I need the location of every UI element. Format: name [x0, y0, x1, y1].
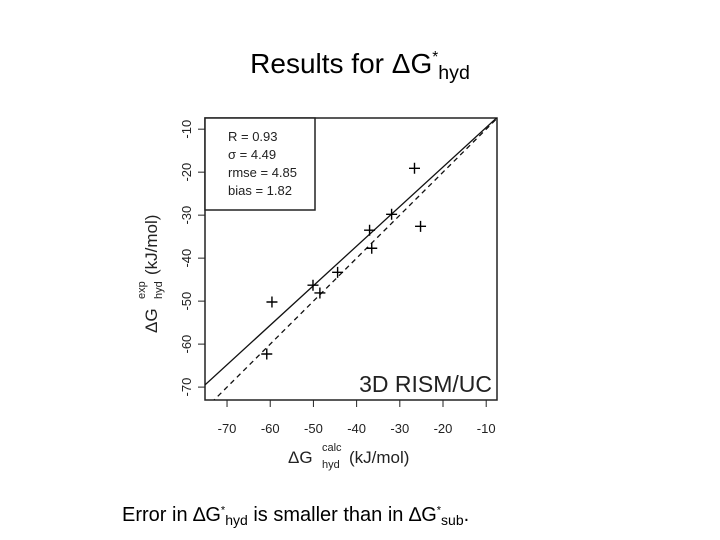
point	[261, 348, 273, 360]
x-tick-label: -10	[477, 421, 496, 436]
y-tick-label: -60	[179, 335, 194, 354]
stat: rmse = 4.85	[228, 165, 297, 180]
point	[307, 279, 319, 291]
point	[332, 266, 344, 278]
caption-text: .	[463, 504, 470, 526]
stats-box	[204, 117, 316, 211]
x-label-main: ΔG	[288, 448, 313, 467]
caption-sup: *	[220, 504, 226, 517]
y-label-sup: exp	[136, 281, 148, 299]
y-label-sub: hyd	[153, 281, 165, 299]
point	[364, 224, 376, 236]
slide-title: Results for ΔG*hyd	[0, 48, 720, 85]
plot-frame	[204, 117, 498, 401]
caption-text: Error in ∆G	[122, 504, 221, 526]
y-tick-label: -50	[179, 292, 194, 311]
stat: bias = 1.82	[228, 183, 292, 198]
x-tick-label: -40	[347, 421, 366, 436]
x-axis-label: ΔG calc hyd (kJ/mol)	[288, 442, 409, 471]
x-tick-label: -30	[390, 421, 409, 436]
point	[408, 162, 420, 174]
annotation: 3D RISM/UC	[359, 371, 492, 397]
stat: R = 0.93	[228, 129, 278, 144]
caption-sub: hyd	[225, 512, 248, 529]
y-label-unit: (kJ/mol)	[142, 215, 161, 275]
x-label-sup: calc	[322, 442, 342, 454]
y-label-main: ΔG	[142, 308, 161, 333]
x-label-unit: (kJ/mol)	[349, 448, 409, 467]
y-tick-label: -10	[179, 120, 194, 139]
dashed-line	[213, 118, 497, 400]
point	[366, 242, 378, 254]
title-sup: *	[432, 49, 439, 67]
y-tick-label: -40	[179, 249, 194, 268]
caption: Error in ∆G*hyd is smaller than in ∆G*su…	[122, 504, 469, 528]
caption-sup: *	[436, 504, 442, 517]
x-tick-label: -60	[261, 421, 280, 436]
x-tick-label: -70	[218, 421, 237, 436]
caption-text: is smaller than in ∆G	[247, 504, 437, 526]
point	[266, 296, 278, 308]
x-label-sub: hyd	[322, 459, 340, 471]
y-tick-label: -70	[179, 378, 194, 397]
title-main: Results for ΔG	[250, 48, 433, 79]
point	[386, 208, 398, 220]
y-axis-label: ΔG exp hyd (kJ/mol)	[136, 215, 165, 333]
stat: σ = 4.49	[228, 147, 276, 162]
title-sub: hyd	[438, 61, 470, 84]
y-tick-label: -30	[179, 206, 194, 225]
caption-sub: sub	[441, 512, 464, 529]
x-tick-label: -20	[434, 421, 453, 436]
chart: R = 0.93 σ = 4.49 rmse = 4.85 bias = 1.8…	[136, 117, 498, 471]
point	[314, 287, 326, 299]
x-tick-label: -50	[304, 421, 323, 436]
solid-line	[205, 118, 497, 386]
point	[415, 220, 427, 232]
reference-lines	[205, 118, 497, 400]
y-tick-label: -20	[179, 163, 194, 182]
